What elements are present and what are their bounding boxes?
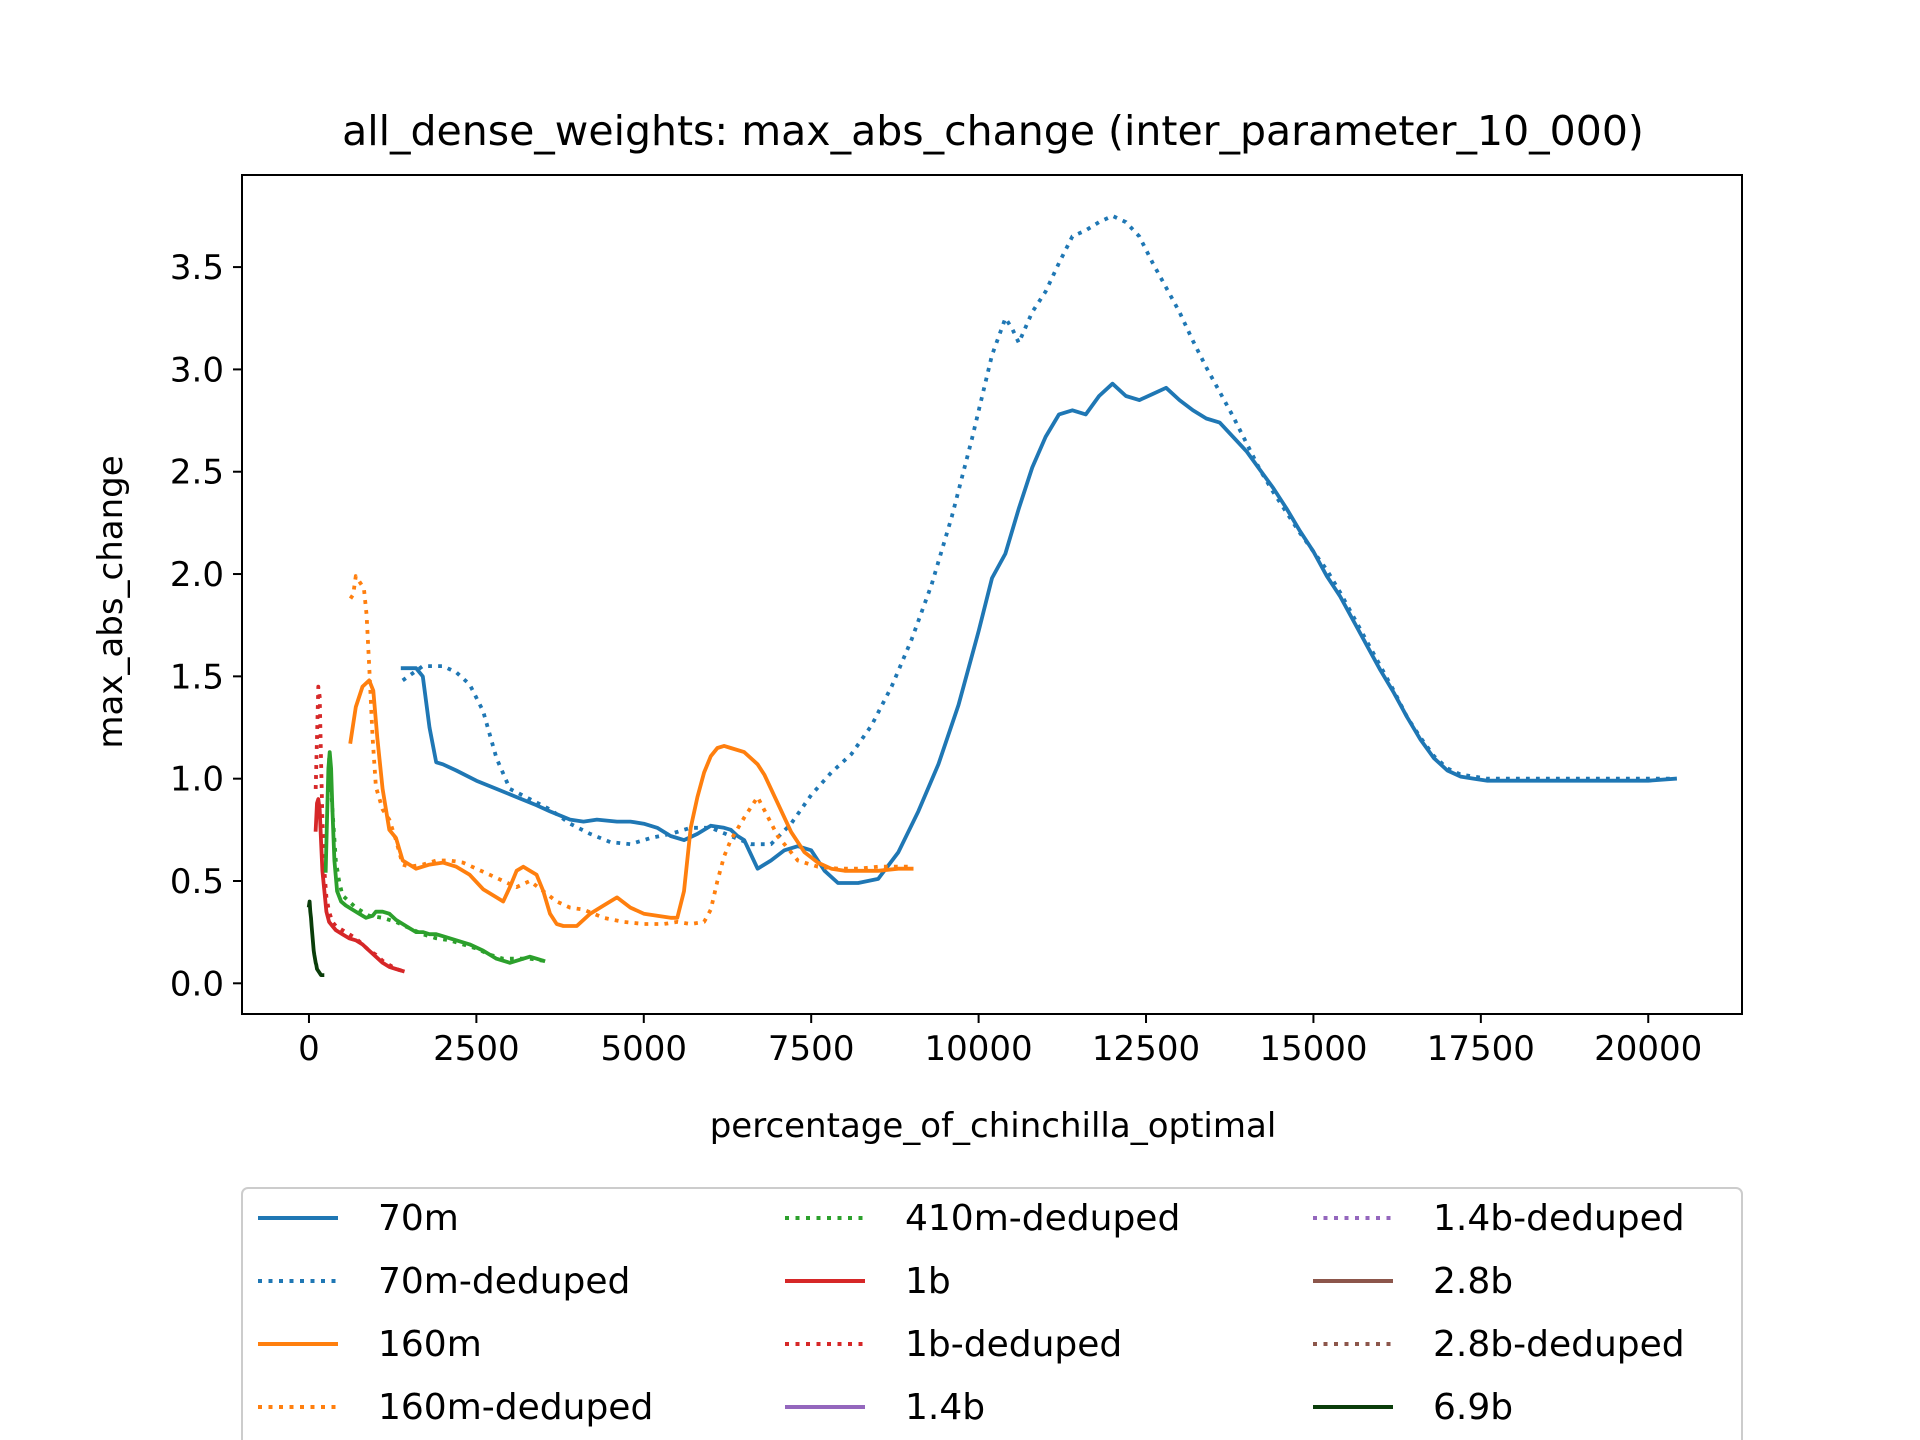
y-tick-label: 0.5 bbox=[170, 862, 224, 902]
y-tick-label: 3.5 bbox=[170, 248, 224, 288]
legend-label-1.4b: 1.4b bbox=[905, 1387, 985, 1428]
x-tick-label: 17500 bbox=[1427, 1029, 1535, 1069]
chart-title: all_dense_weights: max_abs_change (inter… bbox=[342, 107, 1644, 155]
legend-label-1b-deduped: 1b-deduped bbox=[905, 1324, 1122, 1365]
legend-label-160m-deduped: 160m-deduped bbox=[378, 1387, 653, 1428]
series-group bbox=[306, 213, 1678, 977]
x-tick-label: 7500 bbox=[768, 1029, 855, 1069]
series-line-410m bbox=[323, 750, 546, 965]
x-tick-label: 20000 bbox=[1594, 1029, 1702, 1069]
y-tick-label: 2.0 bbox=[170, 555, 224, 595]
legend-label-2.8b-deduped: 2.8b-deduped bbox=[1433, 1324, 1685, 1365]
legend-label-2.8b: 2.8b bbox=[1433, 1261, 1513, 1302]
legend: 70m 70m-deduped 160m 160m-deduped 410m-dedup… bbox=[241, 1187, 1743, 1440]
x-tick-label: 15000 bbox=[1259, 1029, 1367, 1069]
x-tick-label: 12500 bbox=[1092, 1029, 1200, 1069]
y-tick-label: 0.0 bbox=[170, 964, 224, 1004]
series-line-70m bbox=[400, 381, 1678, 885]
y-tick-label: 3.0 bbox=[170, 350, 224, 390]
series-line-160m-deduped bbox=[348, 574, 912, 926]
x-tick-label: 10000 bbox=[925, 1029, 1033, 1069]
series-line-1b-deduped bbox=[313, 684, 404, 973]
y-tick-label: 1.0 bbox=[170, 760, 224, 800]
x-tick-label: 5000 bbox=[601, 1029, 688, 1069]
legend-label-6.9b: 6.9b bbox=[1433, 1387, 1513, 1428]
x-tick-label: 0 bbox=[298, 1029, 320, 1069]
y-tick-label: 1.5 bbox=[170, 657, 224, 697]
y-axis-label: max_abs_change bbox=[91, 455, 131, 748]
plot-frame bbox=[241, 174, 1743, 1015]
legend-label-70m-deduped: 70m-deduped bbox=[378, 1261, 630, 1302]
legend-label-1.4b-deduped: 1.4b-deduped bbox=[1433, 1198, 1685, 1239]
legend-label-410m-deduped: 410m-deduped bbox=[905, 1198, 1180, 1239]
series-line-70m-deduped bbox=[401, 213, 1675, 847]
legend-label-70m: 70m bbox=[378, 1198, 459, 1239]
series-line-160m bbox=[348, 678, 914, 928]
legend-frame bbox=[241, 1187, 1743, 1440]
plot-area: 0 2500 5000 7500 10000 12500 15000 17500 20000 0.… bbox=[170, 174, 1743, 1069]
legend-label-160m: 160m bbox=[378, 1324, 482, 1365]
x-tick-label: 2500 bbox=[433, 1029, 520, 1069]
x-axis-label: percentage_of_chinchilla_optimal bbox=[710, 1106, 1277, 1146]
legend-label-1b: 1b bbox=[905, 1261, 951, 1302]
y-tick-label: 2.5 bbox=[170, 453, 224, 493]
series-line-6.9b bbox=[306, 899, 325, 977]
